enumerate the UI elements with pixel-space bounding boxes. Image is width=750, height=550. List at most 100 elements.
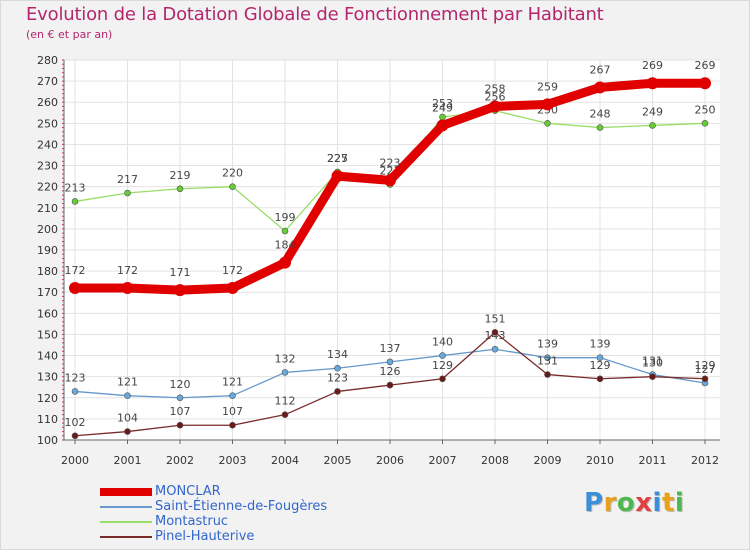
data-label: 171 xyxy=(170,266,191,279)
x-tick-label: 2006 xyxy=(376,454,404,467)
data-point xyxy=(649,373,656,380)
data-label: 102 xyxy=(65,416,86,429)
data-point xyxy=(439,352,446,359)
data-point xyxy=(229,183,236,190)
x-tick-label: 2012 xyxy=(691,454,719,467)
proxiti-logo: Proxiti xyxy=(584,488,684,518)
data-label: 249 xyxy=(642,105,663,118)
data-point xyxy=(176,185,184,193)
data-label: 249 xyxy=(432,101,453,114)
x-tick-label: 2005 xyxy=(324,454,352,467)
data-label: 267 xyxy=(590,63,611,76)
data-label: 139 xyxy=(537,338,558,351)
data-point xyxy=(174,284,186,297)
data-point xyxy=(594,81,606,94)
x-tick-label: 2009 xyxy=(534,454,562,467)
data-label: 250 xyxy=(695,103,716,116)
y-tick-label: 210 xyxy=(37,202,58,215)
data-point xyxy=(386,358,394,366)
data-point xyxy=(279,256,291,269)
data-point xyxy=(439,113,446,121)
data-point xyxy=(124,189,131,197)
y-tick-label: 130 xyxy=(37,371,58,384)
data-point xyxy=(596,354,604,361)
data-label: 217 xyxy=(117,173,138,186)
data-label: 129 xyxy=(695,359,716,372)
logo-letter: i xyxy=(674,488,685,518)
x-tick-label: 2007 xyxy=(429,454,457,467)
data-point xyxy=(596,375,604,383)
data-point xyxy=(281,411,289,418)
data-point xyxy=(69,282,81,294)
data-point xyxy=(281,369,289,376)
x-tick-label: 2001 xyxy=(114,454,142,467)
data-label: 227 xyxy=(327,152,348,165)
data-point xyxy=(491,329,499,336)
data-label: 104 xyxy=(117,412,138,425)
legend-label: Montastruc xyxy=(155,514,229,529)
data-label: 219 xyxy=(170,169,191,182)
data-point xyxy=(176,421,184,429)
data-label: 220 xyxy=(222,167,243,180)
data-label: 172 xyxy=(117,264,138,277)
y-tick-label: 280 xyxy=(37,54,58,67)
data-point xyxy=(71,198,79,205)
data-label: 184 xyxy=(275,239,296,252)
data-point xyxy=(334,388,341,395)
y-tick-label: 260 xyxy=(37,96,58,109)
x-tick-label: 2000 xyxy=(61,454,89,467)
chart-title: Evolution de la Dotation Globale de Fonc… xyxy=(26,4,604,25)
data-label: 121 xyxy=(222,376,243,389)
y-tick-label: 200 xyxy=(37,223,58,236)
data-label: 143 xyxy=(485,329,506,342)
data-label: 126 xyxy=(380,365,401,378)
data-point xyxy=(489,100,501,113)
x-tick-label: 2010 xyxy=(586,454,614,467)
y-tick-label: 110 xyxy=(37,413,58,426)
logo-letter: o xyxy=(616,488,636,518)
data-point xyxy=(331,170,344,183)
data-label: 172 xyxy=(222,264,243,277)
data-label: 123 xyxy=(327,371,348,384)
data-label: 213 xyxy=(65,181,86,194)
y-tick-label: 240 xyxy=(37,138,58,151)
legend-label: MONCLAR xyxy=(155,484,221,499)
data-point xyxy=(386,381,394,389)
y-tick-label: 190 xyxy=(37,244,58,257)
y-tick-label: 180 xyxy=(37,265,58,278)
chart-subtitle: (en € et par an) xyxy=(26,28,113,41)
y-tick-label: 170 xyxy=(37,286,58,299)
data-point xyxy=(544,354,551,361)
data-label: 258 xyxy=(485,82,506,95)
data-point xyxy=(281,227,289,235)
logo-letter: i xyxy=(652,488,662,518)
logo-letter: t xyxy=(661,488,675,518)
data-label: 223 xyxy=(380,156,401,169)
x-tick-label: 2008 xyxy=(481,454,509,467)
legend-label: Pinel-Hauterive xyxy=(155,529,255,544)
y-tick-label: 140 xyxy=(37,350,58,363)
data-label: 137 xyxy=(380,342,401,355)
data-point xyxy=(544,371,551,378)
data-label: 121 xyxy=(117,376,138,389)
logo-letter: P xyxy=(584,488,604,518)
data-point xyxy=(439,375,446,383)
y-tick-label: 120 xyxy=(37,392,58,405)
data-point xyxy=(699,77,711,90)
y-tick-label: 150 xyxy=(37,328,58,341)
data-point xyxy=(229,392,236,399)
data-point xyxy=(121,282,134,294)
data-label: 120 xyxy=(170,378,191,391)
data-point xyxy=(541,98,554,111)
data-point xyxy=(491,345,499,353)
data-point xyxy=(596,124,604,131)
data-point xyxy=(334,364,341,372)
data-label: 129 xyxy=(432,359,453,372)
data-point xyxy=(701,120,709,127)
y-tick-label: 230 xyxy=(37,160,58,173)
data-label: 132 xyxy=(275,352,296,365)
data-label: 151 xyxy=(485,312,506,325)
data-label: 129 xyxy=(590,359,611,372)
logo-letter: r xyxy=(603,488,617,518)
data-point xyxy=(436,119,449,132)
